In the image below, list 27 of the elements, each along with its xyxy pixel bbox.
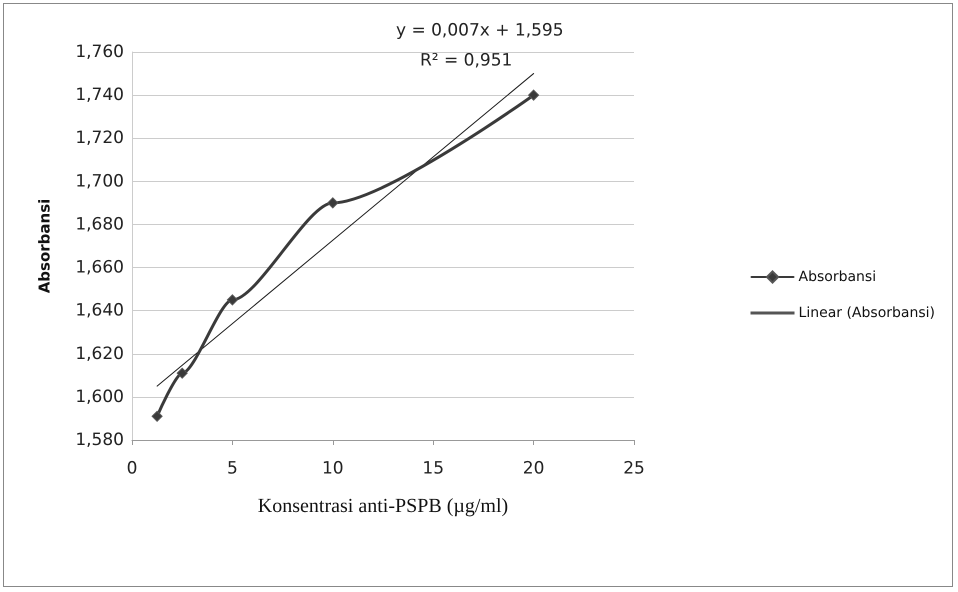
point — [528, 90, 540, 101]
y-tick-label: 1,680 — [75, 214, 124, 234]
point — [226, 294, 238, 306]
x-tick-label: 15 — [422, 458, 444, 478]
point — [327, 197, 338, 208]
x-axis-title: Konsentrasi anti-PSPB (µg/ml) — [258, 495, 508, 517]
y-tick-label: 1,620 — [75, 344, 124, 364]
annotation: R² = 0,951 — [420, 50, 512, 70]
y-tick-label: 1,640 — [75, 300, 124, 321]
legend-label: Absorbansi — [798, 269, 876, 285]
y-tick-label: 1,660 — [75, 258, 124, 278]
y-tick-label: 1,720 — [75, 128, 124, 148]
x-tick-label: 5 — [226, 458, 238, 478]
y-tick-label: 1,600 — [75, 386, 124, 407]
y-tick-label: 1,740 — [75, 85, 124, 106]
point — [152, 410, 163, 422]
y-axis-title: Absorbansi — [36, 198, 54, 294]
text: y = 0,007x + 1,595 — [396, 20, 564, 40]
y-tick-label: 1,760 — [75, 42, 124, 62]
x-tick-label: 0 — [126, 458, 138, 478]
x-tick-label: 25 — [623, 458, 645, 478]
y-tick-label: 1,700 — [75, 171, 124, 192]
x-tick-label: 20 — [522, 458, 544, 478]
legend-label: Linear (Absorbansi) — [798, 305, 936, 321]
x-tick-label: 10 — [322, 458, 344, 478]
y-tick-label: 1,580 — [75, 430, 124, 450]
point — [176, 368, 188, 379]
